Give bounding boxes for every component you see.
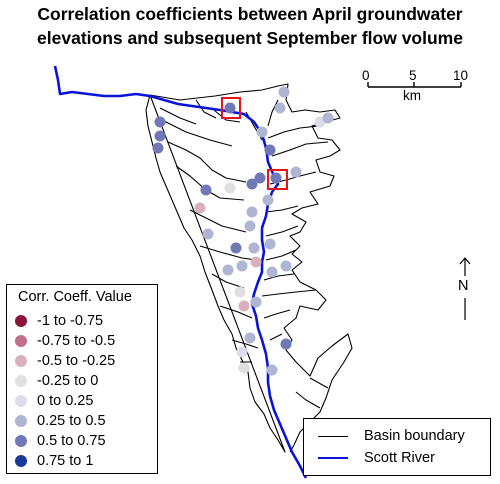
scale-label-0: 0 (362, 68, 370, 83)
well-point (152, 142, 164, 154)
legend-swatch (15, 335, 27, 347)
well-point (262, 194, 274, 206)
legend-item: -1 to -0.75 (15, 311, 103, 331)
well-point (230, 242, 242, 254)
well-point (290, 166, 302, 178)
basin-outline (145, 83, 353, 453)
well-point (274, 102, 286, 114)
well-point (238, 362, 250, 374)
well-point (234, 286, 246, 298)
well-point (244, 332, 256, 344)
well-point (322, 112, 334, 124)
legend-swatch (15, 355, 27, 367)
legend-swatch (15, 395, 27, 407)
map-title-line2: elevations and subsequent September flow… (37, 28, 463, 48)
key-item-basin: Basin boundary (318, 425, 465, 447)
highlight-box-north (221, 97, 241, 119)
legend-label: 0.5 to 0.75 (37, 433, 106, 449)
well-point (246, 206, 258, 218)
legend-swatch (15, 415, 27, 427)
basin-line-swatch (318, 435, 348, 437)
legend-label: 0.75 to 1 (37, 453, 94, 469)
well-point (248, 242, 260, 254)
north-arrow-icon (459, 257, 471, 320)
well-point (154, 116, 166, 128)
well-point (266, 364, 278, 376)
basin-boundary (145, 83, 353, 453)
well-point (194, 202, 206, 214)
legend-label: -1 to -0.75 (37, 313, 104, 329)
well-point (154, 130, 166, 142)
map-title: Correlation coefficients between April g… (0, 2, 500, 50)
well-point (270, 172, 282, 184)
well-point (266, 266, 278, 278)
correlation-legend: Corr. Coeff. Value -1 to -0.75 -0.75 to … (6, 284, 158, 474)
well-points (152, 86, 334, 376)
well-point (256, 126, 268, 138)
legend-label: 0 to 0.25 (37, 393, 94, 409)
well-point (224, 102, 236, 114)
well-point (278, 86, 290, 98)
well-point (254, 172, 266, 184)
legend-swatch (15, 315, 27, 327)
well-point (202, 228, 214, 240)
legend-item: 0.75 to 1 (15, 451, 93, 471)
legend-title: Corr. Coeff. Value (18, 289, 132, 305)
river-line-swatch (318, 457, 348, 459)
legend-label: -0.25 to 0 (37, 373, 99, 389)
highlight-box-east (267, 169, 288, 190)
well-point (236, 346, 248, 358)
legend-swatch (15, 375, 27, 387)
scale-label-10: 10 (453, 68, 469, 83)
legend-item: -0.75 to -0.5 (15, 331, 115, 351)
well-point (222, 264, 234, 276)
well-point (224, 182, 236, 194)
well-point (280, 260, 292, 272)
north-label: N (458, 278, 469, 294)
map-key: Basin boundary Scott River (303, 418, 491, 476)
well-point (264, 144, 276, 156)
legend-item: 0.5 to 0.75 (15, 431, 106, 451)
legend-item: 0.25 to 0.5 (15, 411, 106, 431)
scale-label-5: 5 (409, 68, 417, 83)
well-point (264, 238, 276, 250)
legend-item: -0.5 to -0.25 (15, 351, 115, 371)
key-label-river: Scott River (364, 450, 435, 466)
legend-label: -0.5 to -0.25 (37, 353, 116, 369)
well-point (236, 260, 248, 272)
well-point (250, 296, 262, 308)
well-point (250, 256, 262, 268)
key-item-river: Scott River (318, 447, 435, 469)
legend-item: -0.25 to 0 (15, 371, 98, 391)
well-point (200, 184, 212, 196)
legend-swatch (15, 435, 27, 447)
legend-swatch (15, 455, 27, 467)
legend-label: -0.75 to -0.5 (37, 333, 116, 349)
scale-unit: km (403, 88, 421, 103)
well-point (238, 300, 250, 312)
tributary-lines (159, 99, 329, 409)
legend-item: 0 to 0.25 (15, 391, 93, 411)
well-point (280, 338, 292, 350)
well-point (244, 220, 256, 232)
well-point (246, 178, 258, 190)
scale-bar (367, 82, 462, 88)
key-label-basin: Basin boundary (364, 428, 465, 444)
map-title-line1: Correlation coefficients between April g… (37, 4, 463, 24)
legend-label: 0.25 to 0.5 (37, 413, 106, 429)
